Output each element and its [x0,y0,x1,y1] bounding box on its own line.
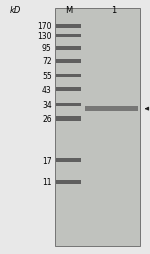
Text: 17: 17 [42,156,52,165]
Bar [56,180,81,184]
Bar [56,158,81,163]
Text: 26: 26 [42,114,52,123]
Text: 1: 1 [111,6,117,14]
Bar [56,47,81,50]
Text: kD: kD [9,6,21,14]
Bar [56,25,81,28]
Bar [56,88,81,91]
Text: 55: 55 [42,72,52,81]
Bar [55,9,140,246]
Bar [56,103,81,107]
Text: 170: 170 [37,22,52,31]
Text: 95: 95 [42,44,52,53]
Bar [56,34,81,38]
Bar [56,60,81,64]
Text: 11: 11 [42,178,52,187]
Text: 72: 72 [42,57,52,66]
Text: 130: 130 [37,31,52,41]
Text: 34: 34 [42,100,52,109]
Bar [56,117,81,121]
Bar [85,106,138,112]
Text: M: M [65,6,72,14]
Bar [56,74,81,78]
Text: 43: 43 [42,85,52,94]
